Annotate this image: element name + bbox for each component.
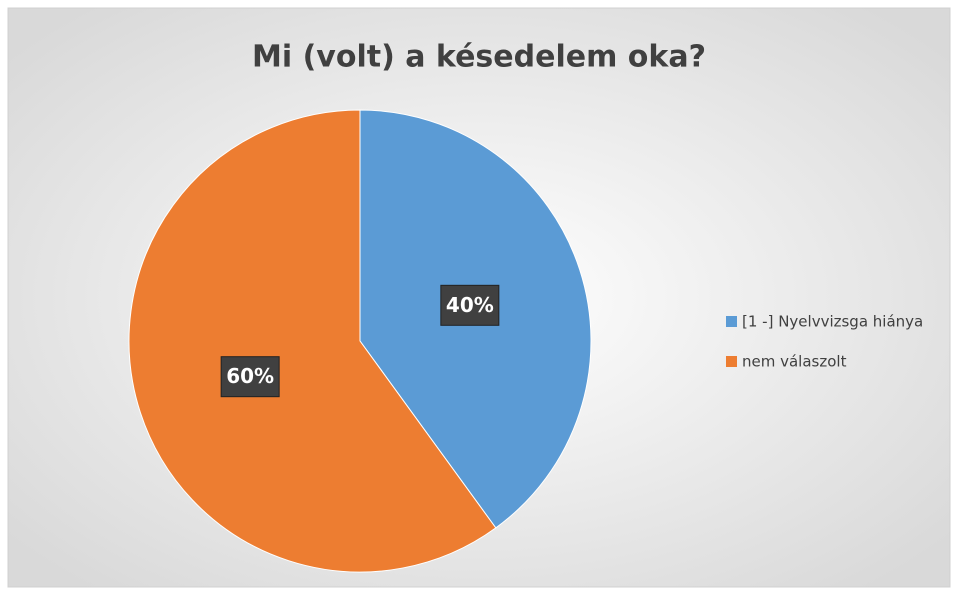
chart-title: Mi (volt) a késedelem oka? — [252, 40, 706, 75]
legend-label: [1 -] Nyelvvizsga hiánya — [742, 313, 923, 331]
data-label: 40% — [446, 293, 494, 317]
legend-swatch — [726, 316, 737, 327]
legend-swatch — [726, 356, 737, 367]
legend-label: nem válaszolt — [742, 353, 847, 371]
data-label-box — [220, 356, 280, 398]
pie-slice — [128, 109, 497, 573]
data-label: 60% — [226, 364, 274, 388]
data-label-box — [440, 284, 500, 326]
